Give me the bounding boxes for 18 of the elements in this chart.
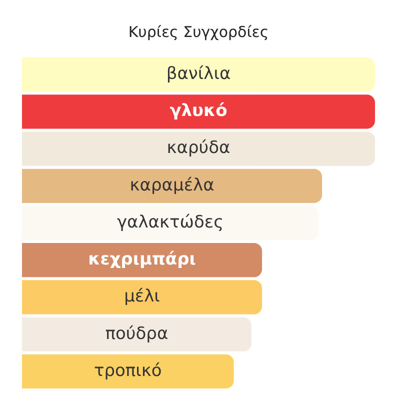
y-tick-label: τροπικό — [94, 360, 162, 381]
y-tick-label: γαλακτώδες — [116, 212, 224, 232]
y-tick-label: καρύδα — [166, 138, 230, 158]
y-tick-label: κεχριμπάρι — [88, 250, 196, 270]
bar — [22, 94, 375, 129]
y-tick-label: βανίλια — [166, 64, 231, 84]
bar — [22, 57, 375, 92]
bar — [22, 168, 322, 203]
y-tick-label: μέλι — [124, 286, 160, 307]
y-tick-label: πούδρα — [105, 324, 168, 344]
bar — [22, 354, 234, 389]
y-tick-label: γλυκό — [170, 101, 228, 122]
y-tick-label: καραμέλα — [130, 175, 214, 196]
bar — [22, 280, 262, 314]
bar — [22, 132, 375, 166]
bar — [22, 317, 252, 352]
bar — [22, 243, 262, 278]
chart-title: Κυρίες Συγχορδίες — [128, 22, 269, 41]
